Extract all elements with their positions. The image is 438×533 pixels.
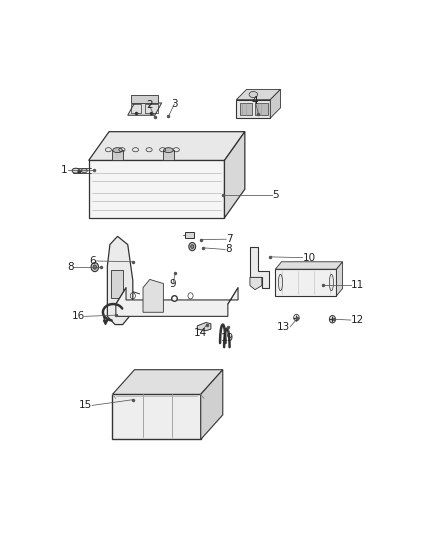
Polygon shape [128,103,162,115]
Text: 14: 14 [194,328,207,338]
Text: 6: 6 [89,256,95,266]
Polygon shape [113,394,201,440]
Text: 12: 12 [351,315,364,325]
Polygon shape [224,132,245,218]
Text: 13: 13 [277,321,290,332]
Text: 8: 8 [67,262,74,272]
Polygon shape [143,279,163,312]
Text: 9: 9 [170,279,176,289]
Ellipse shape [93,265,96,269]
Polygon shape [250,247,268,288]
Polygon shape [107,236,133,325]
Text: 3: 3 [171,99,177,109]
Ellipse shape [164,148,173,152]
Polygon shape [237,90,280,100]
Text: 2: 2 [146,100,152,110]
Polygon shape [88,132,245,160]
Text: 11: 11 [351,280,364,290]
Ellipse shape [191,245,194,248]
Ellipse shape [189,243,196,251]
Text: 5: 5 [272,190,279,200]
Ellipse shape [329,274,333,290]
Polygon shape [131,95,158,103]
Ellipse shape [113,148,122,152]
Polygon shape [163,150,173,160]
Polygon shape [276,262,343,269]
Text: 16: 16 [71,311,85,321]
Ellipse shape [279,274,283,290]
Polygon shape [113,370,223,394]
Ellipse shape [249,92,258,98]
Polygon shape [276,269,336,296]
Bar [185,232,194,238]
Polygon shape [270,90,280,118]
Polygon shape [336,262,343,296]
Ellipse shape [91,263,99,272]
Ellipse shape [81,168,87,173]
Polygon shape [113,150,123,160]
Polygon shape [197,322,211,330]
Text: 19: 19 [221,333,234,343]
Polygon shape [250,277,262,290]
Polygon shape [237,100,270,118]
Text: 1: 1 [61,165,67,175]
Text: 15: 15 [79,400,92,410]
Text: 7: 7 [226,234,233,244]
Bar [111,270,124,298]
Polygon shape [88,160,224,218]
Polygon shape [116,288,238,317]
Text: 8: 8 [225,245,232,254]
Polygon shape [201,370,223,440]
Text: 10: 10 [303,253,316,263]
Polygon shape [240,102,251,115]
Ellipse shape [72,168,80,173]
Text: 4: 4 [252,96,258,106]
Polygon shape [255,102,268,115]
